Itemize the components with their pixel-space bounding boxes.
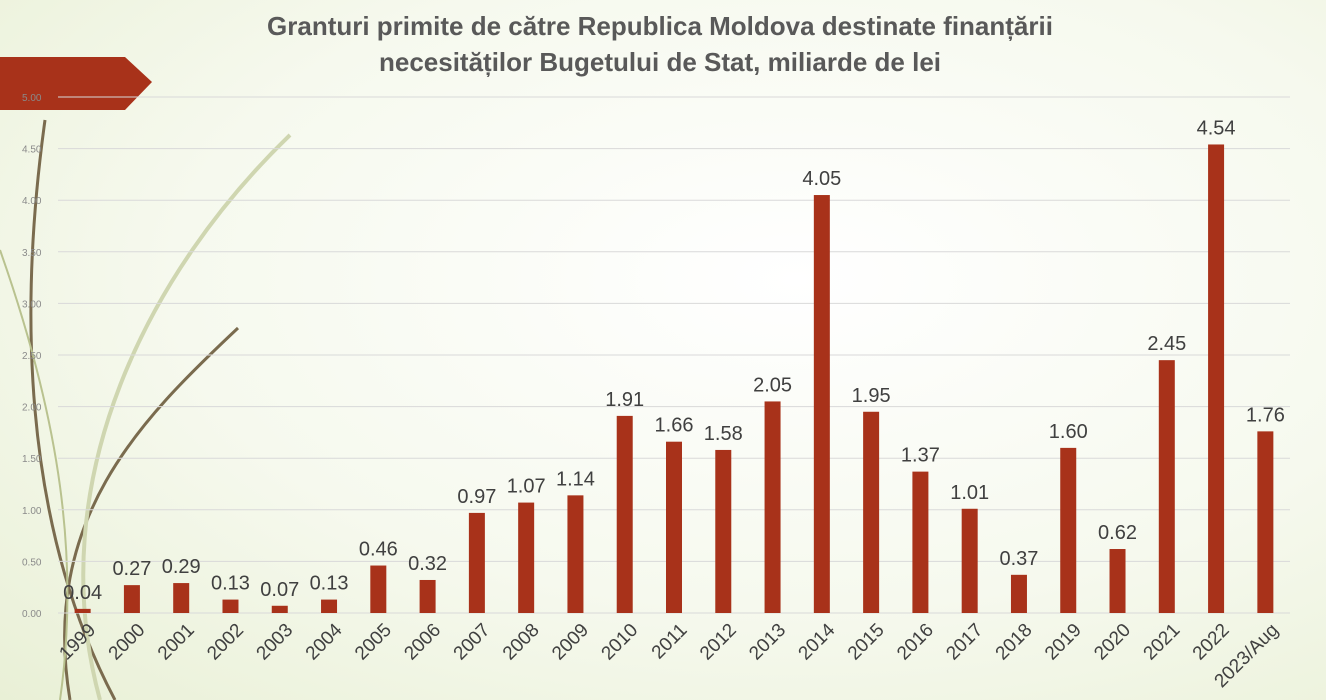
data-label: 1.37: [901, 445, 940, 467]
data-label: 1.58: [704, 423, 743, 445]
decorative-grass-stroke: [63, 326, 240, 700]
x-tick-label: 2013: [745, 620, 790, 665]
data-label: 0.62: [1098, 522, 1137, 544]
chart-title-line-2: necesităților Bugetului de Stat, miliard…: [378, 47, 942, 77]
bar: [1060, 447, 1077, 613]
bar: [222, 599, 239, 613]
y-tick-label: 1.00: [22, 506, 42, 517]
bar: [616, 415, 633, 613]
data-label: 2.45: [1147, 333, 1186, 355]
x-tick-label: 2015: [844, 620, 889, 665]
bar: [666, 441, 682, 613]
bar: [468, 512, 485, 613]
x-tick-label: 2009: [548, 620, 593, 665]
x-tick-label: 2008: [499, 620, 544, 665]
x-tick-label: 2019: [1041, 620, 1086, 665]
decorative-grass-stroke: [29, 119, 117, 700]
y-tick-label: 4.50: [22, 145, 42, 156]
x-tick-label: 2005: [351, 620, 396, 665]
data-label: 0.29: [162, 556, 201, 578]
x-tick-label: 2012: [696, 620, 741, 665]
x-tick-label: 2001: [154, 620, 199, 665]
data-label: 0.13: [310, 573, 349, 595]
data-label: 4.05: [802, 168, 841, 190]
y-tick-label: 3.50: [22, 248, 42, 259]
y-tick-label: 1.50: [22, 454, 42, 465]
data-label: 0.27: [112, 558, 151, 580]
x-tick-label: 1999: [55, 620, 100, 665]
bar: [567, 495, 584, 613]
y-tick-label: 2.00: [22, 403, 42, 414]
x-tick-label: 2017: [942, 620, 987, 665]
x-tick-label: 2022: [1189, 620, 1234, 665]
bar: [173, 583, 190, 613]
bar: [863, 411, 880, 613]
bar: [1257, 431, 1274, 613]
chart-title-line-1: Granturi primite de către Republica Mold…: [267, 11, 1053, 41]
chart-title: Granturi primite de către Republica Mold…: [150, 8, 1170, 80]
y-tick-label: 0.50: [22, 557, 42, 568]
data-label: 1.76: [1246, 404, 1285, 426]
bar: [74, 608, 91, 613]
bar: [764, 401, 781, 613]
data-label: 1.91: [605, 389, 644, 411]
decorative-grass-stroke: [81, 133, 292, 700]
data-label: 1.07: [507, 476, 546, 498]
y-tick-label: 2.50: [22, 351, 42, 362]
bar: [123, 585, 140, 613]
x-tick-label: 2021: [1140, 620, 1185, 665]
x-tick-label: 2014: [795, 619, 840, 664]
y-tick-label: 3.00: [22, 299, 42, 310]
data-label: 0.04: [63, 582, 102, 604]
data-label: 0.13: [211, 573, 250, 595]
y-tick-label: 5.00: [22, 93, 42, 104]
bar: [321, 599, 338, 613]
bar: [1010, 574, 1027, 613]
data-label: 1.66: [655, 415, 694, 437]
x-tick-label: 2018: [992, 620, 1037, 665]
data-label: 1.01: [950, 482, 989, 504]
bar: [813, 195, 830, 614]
data-label: 0.97: [457, 486, 496, 508]
y-tick-label: 4.00: [22, 196, 42, 207]
bar: [1109, 549, 1126, 613]
x-tick-label: 2003: [253, 620, 298, 665]
x-tick-label: 2000: [105, 620, 150, 665]
x-tick-label: 2016: [893, 620, 938, 665]
bar: [1158, 360, 1175, 613]
x-tick-label: 2010: [598, 620, 643, 665]
data-label: 0.32: [408, 553, 447, 575]
x-tick-label: 2004: [302, 619, 347, 664]
y-tick-label: 0.00: [22, 609, 42, 620]
x-tick-label: 2020: [1090, 620, 1135, 665]
data-label: 1.14: [556, 468, 595, 490]
x-tick-label: 2007: [450, 620, 495, 665]
data-label: 0.37: [999, 548, 1038, 570]
data-label: 0.46: [359, 539, 398, 561]
bar: [715, 449, 732, 613]
bar: [271, 605, 288, 613]
bar: [419, 579, 436, 613]
bar: [370, 565, 387, 613]
decorative-grass-stroke: [0, 249, 69, 700]
x-tick-label: 2002: [203, 620, 248, 665]
x-tick-label: 2011: [648, 620, 692, 664]
data-label: 2.05: [753, 374, 792, 396]
bar: [961, 508, 978, 613]
x-tick-label: 2006: [400, 620, 445, 665]
bar: [518, 502, 535, 613]
bar: [1208, 144, 1225, 614]
data-label: 1.95: [852, 385, 891, 407]
data-label: 0.07: [260, 579, 299, 601]
data-label: 4.54: [1197, 117, 1236, 139]
bar: [912, 471, 929, 613]
data-label: 1.60: [1049, 421, 1088, 443]
